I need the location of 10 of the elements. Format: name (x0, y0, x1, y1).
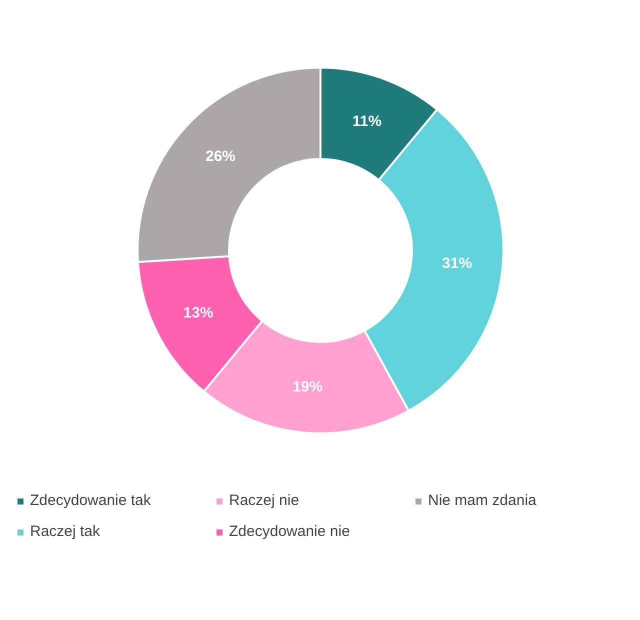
legend-label: Raczej nie (229, 492, 300, 509)
data-label: 31% (442, 254, 472, 272)
data-label: 19% (292, 378, 323, 396)
legend-label: Raczej tak (30, 523, 102, 540)
data-label: 11% (352, 112, 382, 130)
legend-label: Nie mam zdania (428, 492, 538, 509)
legend-label: Zdecydowanie tak (30, 492, 152, 509)
data-label: 13% (183, 304, 214, 322)
legend-label: Zdecydowanie nie (229, 523, 351, 540)
data-label: 26% (205, 148, 236, 166)
